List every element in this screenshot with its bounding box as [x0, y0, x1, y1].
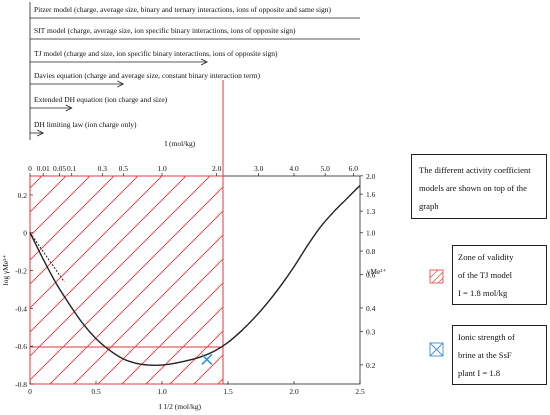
- model-label: TJ model (charge and size, ion specific …: [34, 49, 278, 58]
- y-tick-label: 0: [23, 229, 27, 238]
- model-applicability-bracket: Pitzer model (charge, average size, bina…: [29, 2, 360, 140]
- axes: 0 0.5 1.0 1.5 2.0 2.50.20-0.2-0.4-0.6-0.80 0.0…: [15, 164, 376, 396]
- info-text: The different activity coefficient model…: [419, 165, 531, 211]
- right-tick-label: 1.6: [366, 190, 376, 199]
- y-tick-label: 0.2: [18, 191, 28, 200]
- brine-line-2: brine at the SsF: [458, 350, 512, 360]
- model-label: SIT model (charge, average size, ion spe…: [34, 26, 296, 35]
- model-label: Davies equation (charge and average size…: [34, 71, 261, 80]
- top-tick-label: 0.3: [98, 164, 108, 173]
- x-tick-label: 1.0: [157, 387, 167, 396]
- x-tick-label: 2.0: [289, 387, 299, 396]
- info-box: The different activity coefficient model…: [411, 154, 547, 219]
- top-tick-label: 0.01: [37, 164, 50, 173]
- limiting-law-line: [29, 232, 65, 283]
- model-range-arrow: [65, 104, 73, 112]
- top-axis-label: I (mol/kg): [165, 139, 196, 148]
- top-tick-label: 0.1: [67, 164, 77, 173]
- y-axis-label: log γMe²⁺: [1, 254, 10, 285]
- model-label: Pitzer model (charge, average size, bina…: [34, 5, 332, 14]
- x-tick-label: 2.5: [355, 387, 365, 396]
- brine-line-3: plant I = 1.8: [458, 368, 501, 378]
- y-tick-label: -0.6: [15, 342, 27, 351]
- top-tick-label: 1.0: [157, 164, 167, 173]
- brine-box: Ionic strength of brine at the SsF plant…: [452, 325, 547, 385]
- x-tick-label: 0.5: [91, 387, 101, 396]
- right-tick-label: 0.6: [366, 271, 376, 280]
- top-tick-label: 0: [28, 164, 32, 173]
- model-label: DH limiting law (ion charge only): [34, 120, 137, 129]
- plot-frame: [29, 175, 361, 385]
- top-tick-label: 4.0: [289, 164, 299, 173]
- right-axis-label: γMe²⁺: [366, 267, 387, 276]
- ssf-brine-marker: [201, 353, 213, 365]
- model-range-arrow: [37, 129, 45, 137]
- validity-line-1: Zone of validity: [458, 252, 514, 262]
- right-tick-label: 1.3: [366, 207, 376, 216]
- right-tick-label: 0.4: [366, 304, 376, 313]
- right-tick-label: 0.3: [366, 328, 376, 337]
- x-tick-label: 1.5: [223, 387, 233, 396]
- top-tick-label: 2.0: [212, 164, 222, 173]
- y-tick-label: -0.2: [15, 267, 27, 276]
- validity-line-3: I = 1.8 mol/kg: [458, 288, 508, 298]
- top-tick-label: 0.05: [53, 164, 66, 173]
- model-range-arrow: [200, 58, 208, 66]
- model-range-arrow: [117, 80, 125, 88]
- crossed-square-icon: [429, 342, 444, 357]
- y-tick-label: -0.4: [15, 304, 27, 313]
- x-tick-label: 0: [28, 387, 32, 396]
- top-tick-label: 6.0: [349, 164, 359, 173]
- y-tick-label: -0.8: [15, 380, 27, 389]
- validity-line-2: of the TJ model: [458, 270, 513, 280]
- brine-line-1: Ionic strength of: [458, 332, 515, 342]
- right-tick-label: 2.0: [366, 172, 376, 181]
- top-tick-label: 5.0: [320, 164, 330, 173]
- right-tick-label: 0.8: [366, 247, 376, 256]
- activity-coefficient-curve: [29, 184, 361, 367]
- validity-box: Zone of validity of the TJ model I = 1.8…: [452, 245, 547, 305]
- x-axis-label: I 1/2 (mol/kg): [159, 402, 202, 411]
- model-label: Extended DH equation (ion charge and siz…: [34, 95, 168, 104]
- top-tick-label: 3.0: [254, 164, 264, 173]
- top-tick-label: 0.5: [119, 164, 129, 173]
- hatched-square-icon: [429, 269, 444, 284]
- right-tick-label: 0.2: [366, 361, 376, 370]
- right-tick-label: 1.0: [366, 229, 376, 238]
